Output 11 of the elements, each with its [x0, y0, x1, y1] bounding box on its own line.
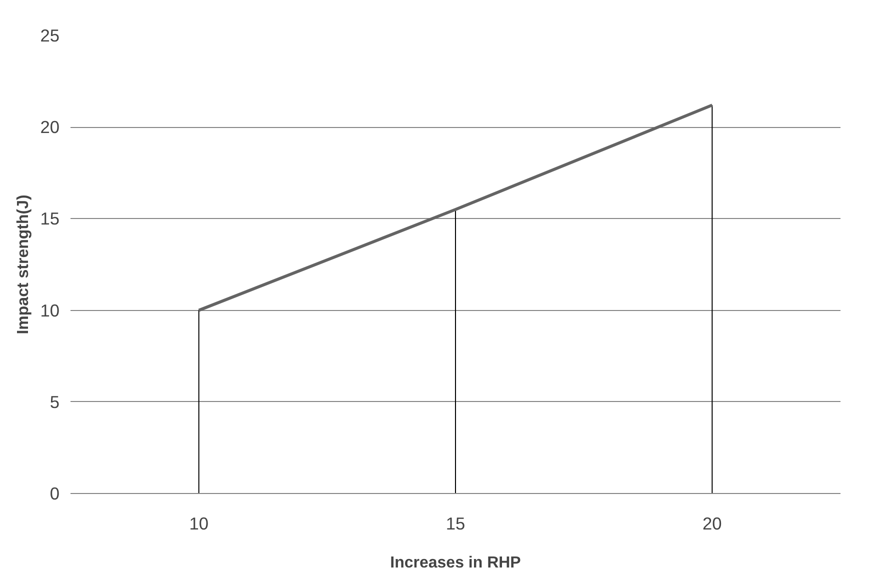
y-tick-label: 0 — [50, 484, 60, 504]
x-axis-title: Increases in RHP — [390, 554, 522, 572]
y-tick-label: 15 — [40, 208, 60, 229]
y-tick-label: 10 — [40, 300, 60, 320]
x-tick-label: 10 — [189, 514, 208, 534]
y-axis-title: Impact strength(J) — [15, 194, 32, 334]
y-tick-label: 25 — [40, 26, 60, 46]
x-tick-label: 15 — [446, 514, 466, 534]
y-tick-label: 5 — [50, 392, 60, 412]
x-tick-label: 20 — [702, 514, 722, 534]
y-tick-label: 20 — [40, 117, 60, 138]
